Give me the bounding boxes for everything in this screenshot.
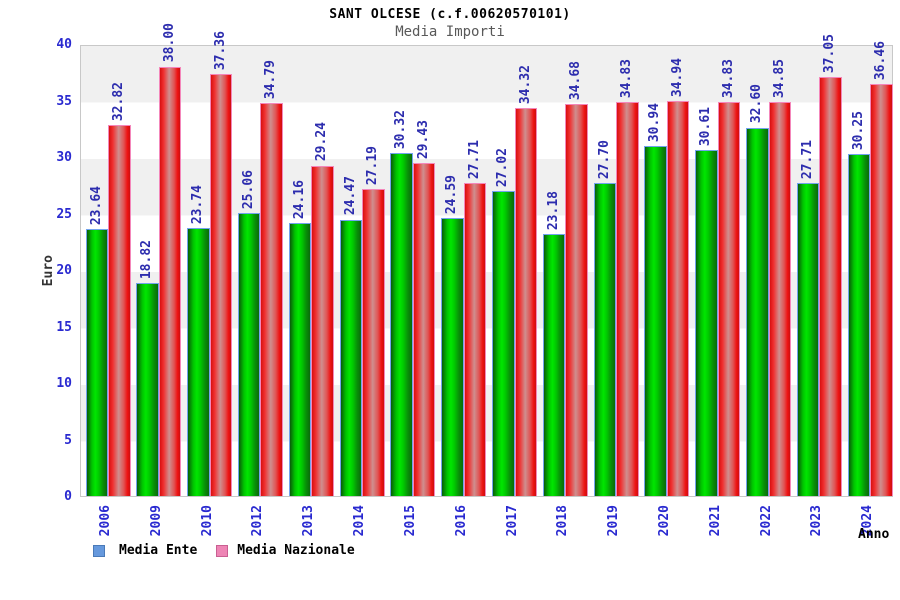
bar-media-ente bbox=[339, 219, 363, 496]
bar-value-label: 32.82 bbox=[111, 82, 126, 122]
bar-media-nazionale bbox=[717, 102, 741, 496]
bar-value-label: 24.59 bbox=[444, 175, 460, 215]
x-tick-label: 2018 bbox=[555, 505, 571, 537]
bar-media-ente bbox=[288, 223, 312, 496]
bar-media-nazionale bbox=[768, 102, 792, 496]
x-tick-label: 2015 bbox=[402, 505, 418, 537]
bar-media-nazionale bbox=[412, 163, 436, 496]
x-tick-label: 2013 bbox=[301, 505, 317, 537]
bar-media-ente bbox=[644, 146, 667, 496]
x-tick-label: 2016 bbox=[453, 505, 469, 537]
x-tick-label: 2014 bbox=[352, 505, 368, 537]
legend-label-media-nazionale: Media Nazionale bbox=[237, 543, 355, 558]
bar-value-label: 24.16 bbox=[291, 179, 307, 219]
x-tick-label: 2021 bbox=[707, 505, 723, 537]
bar-value-label: 38.00 bbox=[161, 23, 177, 63]
bar-value-label: 24.47 bbox=[342, 176, 358, 216]
bar-value-label: 34.94 bbox=[669, 58, 685, 98]
bar-value-label: 34.83 bbox=[619, 59, 635, 99]
bar-value-label: 29.24 bbox=[314, 122, 330, 162]
bar-value-label: 27.19 bbox=[365, 145, 381, 185]
bar-value-label: 27.71 bbox=[799, 139, 815, 179]
bar-media-ente bbox=[847, 154, 871, 496]
bar-value-label: 27.71 bbox=[466, 139, 482, 179]
bar-value-label: 23.74 bbox=[190, 184, 206, 224]
bar-value-label: 34.32 bbox=[517, 65, 533, 105]
bar-value-label: 37.05 bbox=[822, 34, 838, 74]
bar-media-nazionale bbox=[616, 102, 639, 496]
bar-media-ente bbox=[390, 153, 413, 496]
bar-media-ente bbox=[187, 227, 210, 496]
bar-media-nazionale bbox=[514, 108, 537, 496]
legend: Media Ente Media Nazionale bbox=[93, 543, 355, 558]
plot-area: 23.64 32.82 18.82 38.00 23.74 37.36 25.06 34.79… bbox=[80, 23, 893, 497]
legend-marker-media-nazionale-icon bbox=[216, 544, 229, 557]
bar-value-label: 27.70 bbox=[596, 139, 612, 179]
bar-media-ente bbox=[746, 127, 769, 496]
bar-value-label: 34.83 bbox=[720, 59, 736, 99]
y-tick-label: 15 bbox=[56, 319, 72, 335]
x-tick-label: 2017 bbox=[504, 505, 520, 537]
bar-value-label: 23.18 bbox=[545, 190, 561, 231]
bar-value-label: 23.64 bbox=[88, 185, 104, 225]
bar-media-nazionale bbox=[870, 84, 893, 496]
bar-media-ente bbox=[441, 218, 464, 496]
bar-media-nazionale bbox=[362, 188, 385, 496]
legend-marker-media-ente-icon bbox=[93, 544, 105, 557]
x-tick-label: 2023 bbox=[809, 505, 825, 537]
bar-value-label: 29.43 bbox=[415, 120, 431, 160]
y-tick-label: 30 bbox=[56, 150, 72, 165]
bar-value-label: 18.82 bbox=[139, 240, 155, 280]
x-tick-label: 2019 bbox=[606, 505, 622, 537]
bar-value-label: 27.02 bbox=[495, 147, 510, 187]
bar-media-nazionale bbox=[260, 102, 283, 496]
x-tick-label: 2020 bbox=[656, 505, 672, 537]
legend-label-media-ente: Media Ente bbox=[119, 543, 198, 558]
bar-value-label: 36.46 bbox=[873, 40, 889, 81]
bar-media-nazionale bbox=[108, 125, 131, 496]
bar-media-ente bbox=[695, 150, 718, 496]
x-axis-title: Anno bbox=[858, 527, 890, 542]
bar-value-label: 30.25 bbox=[850, 111, 866, 151]
bar-media-ente bbox=[492, 190, 515, 496]
bar-media-ente bbox=[85, 228, 108, 496]
x-tick-label: 2012 bbox=[250, 505, 266, 537]
bar-media-nazionale bbox=[666, 101, 690, 496]
bar-value-label: 34.85 bbox=[771, 59, 787, 99]
bar-media-ente bbox=[136, 283, 159, 496]
bar-value-label: 34.68 bbox=[568, 60, 584, 101]
chart-subtitle: Media Importi bbox=[395, 24, 505, 40]
y-tick-label: 35 bbox=[56, 93, 72, 109]
y-tick-label: 0 bbox=[64, 489, 72, 504]
bar-media-nazionale bbox=[463, 182, 487, 496]
y-tick-label: 10 bbox=[56, 376, 72, 391]
x-tick-label: 2010 bbox=[199, 505, 215, 537]
bar-value-label: 30.32 bbox=[393, 110, 409, 150]
bar-value-label: 34.79 bbox=[263, 59, 279, 99]
bar-media-nazionale bbox=[311, 165, 334, 496]
bar-media-nazionale bbox=[209, 73, 233, 496]
y-tick-label: 5 bbox=[64, 432, 72, 448]
bar-media-nazionale bbox=[158, 66, 182, 496]
bar-value-label: 30.94 bbox=[647, 103, 663, 143]
bar-value-label: 25.06 bbox=[240, 169, 256, 209]
x-tick-label: 2022 bbox=[758, 505, 774, 537]
x-tick-label: 2006 bbox=[98, 505, 113, 537]
bar-value-label: 37.36 bbox=[212, 30, 228, 70]
bar-media-nazionale bbox=[565, 104, 588, 496]
bar-media-ente bbox=[593, 183, 617, 496]
bar-media-ente bbox=[237, 212, 261, 496]
bar-media-nazionale bbox=[819, 77, 842, 496]
y-tick-label: 20 bbox=[56, 263, 72, 278]
bar-media-ente bbox=[796, 182, 820, 496]
bar-value-label: 32.60 bbox=[749, 84, 765, 124]
bar-media-ente bbox=[542, 234, 566, 496]
bar-value-label: 30.61 bbox=[698, 106, 714, 147]
y-tick-label: 25 bbox=[56, 206, 72, 222]
chart-title: SANT OLCESE (c.f.00620570101) bbox=[329, 7, 571, 22]
y-tick-label: 40 bbox=[56, 37, 72, 52]
x-tick-label: 2009 bbox=[148, 505, 164, 537]
